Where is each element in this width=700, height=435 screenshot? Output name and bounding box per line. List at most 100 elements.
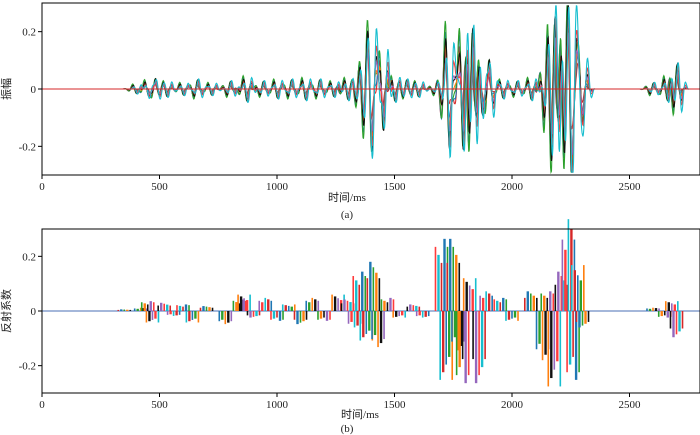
reflection-spike: [452, 246, 455, 311]
reflection-spike: [261, 302, 264, 311]
reflection-spike: [394, 311, 398, 317]
reflection-spike: [449, 238, 452, 311]
reflection-spike: [368, 311, 371, 331]
reflection-spike: [570, 265, 573, 311]
reflection-spike: [541, 311, 544, 361]
reflection-spike: [463, 311, 465, 342]
reflection-spike: [157, 305, 159, 311]
reflection-spike: [194, 311, 197, 319]
reflection-spike: [468, 285, 471, 311]
reflection-spike: [340, 303, 343, 311]
reflection-spike: [398, 311, 400, 317]
reflection-spike: [523, 297, 526, 311]
reflection-spike: [536, 297, 538, 311]
reflection-spike: [543, 295, 546, 311]
reflection-spike: [579, 280, 583, 311]
reflection-spike: [648, 308, 652, 311]
reflection-spike: [175, 311, 178, 316]
reflection-spike: [567, 219, 570, 311]
reflection-spike: [117, 309, 120, 311]
reflection-spike: [202, 306, 205, 311]
reflection-spike: [276, 311, 278, 318]
reflection-spike: [347, 311, 350, 324]
reflection-spike: [511, 311, 513, 319]
reflection-spike: [352, 276, 355, 311]
reflection-spike: [663, 311, 666, 316]
reflection-spike: [513, 311, 517, 318]
reflection-spike: [337, 298, 339, 311]
panel-b-ylabel: 反射系数: [0, 289, 13, 333]
reflection-spike: [163, 303, 165, 311]
reflection-spike: [445, 311, 447, 365]
panel-a-ylabel: 振幅: [0, 78, 13, 100]
reflection-spike: [457, 311, 459, 351]
reflection-spike: [421, 311, 424, 318]
reflection-spike: [467, 311, 470, 376]
reflection-spike: [191, 311, 194, 320]
reflection-spike: [458, 311, 461, 368]
panel-a-plot-area: [42, 5, 700, 175]
reflection-spike: [355, 280, 358, 311]
reflection-spike: [178, 311, 181, 315]
reflection-spike: [546, 297, 549, 311]
reflection-spike: [568, 311, 572, 365]
reflection-spike: [427, 311, 430, 317]
reflection-spike: [464, 311, 467, 384]
reflection-spike: [249, 311, 252, 318]
reflection-spike: [178, 305, 182, 311]
reflection-spike: [646, 308, 648, 311]
reflection-spike: [401, 311, 404, 316]
reflection-spike: [123, 309, 126, 311]
reflection-spike: [282, 311, 284, 320]
reflection-spike: [249, 294, 251, 311]
reflection-spike: [270, 311, 272, 320]
reflection-spike: [505, 311, 507, 321]
reflection-spike: [678, 311, 681, 332]
panel-a-xtick-label: 0: [39, 181, 45, 193]
reflection-spike: [143, 303, 146, 311]
reflection-spike: [255, 311, 258, 317]
panel-b-plot-area: [42, 219, 700, 387]
reflection-spike: [184, 304, 188, 311]
reflection-spike: [378, 278, 381, 311]
reflection-spike: [487, 293, 491, 311]
reflection-spike: [572, 311, 574, 357]
reflection-spike: [652, 307, 654, 311]
reflection-spike: [666, 311, 669, 318]
reflection-spike: [446, 262, 449, 311]
reflection-spike: [392, 311, 394, 318]
reflection-spike: [235, 302, 238, 311]
reflection-spike: [481, 297, 485, 311]
reflection-spike: [538, 311, 541, 344]
reflection-spike: [493, 299, 496, 311]
reflection-spike: [333, 296, 337, 311]
reflection-spike: [380, 299, 383, 311]
reflection-spike: [227, 311, 230, 323]
reflection-spike: [221, 311, 224, 320]
panel-b-xtick-label: 500: [151, 399, 168, 411]
reflection-spike: [386, 302, 389, 311]
reflection-spike: [485, 291, 487, 311]
reflection-spike: [154, 311, 157, 319]
reflection-spike: [305, 300, 308, 311]
reflection-spike: [246, 311, 249, 316]
reflection-spike: [379, 311, 383, 344]
reflection-spike: [415, 305, 418, 311]
reflection-spike: [243, 298, 245, 311]
reflection-spike: [530, 293, 532, 311]
reflection-spike: [532, 295, 536, 311]
reflection-spike: [166, 311, 169, 315]
reflection-spike: [561, 239, 564, 311]
reflection-spike: [230, 311, 233, 322]
reflection-spike: [455, 254, 458, 311]
reflection-spike: [660, 311, 663, 317]
reflection-spike: [406, 306, 409, 311]
reflection-spike: [547, 311, 550, 387]
panel-a-xlabel: 时间/ms: [328, 191, 366, 204]
reflection-spike: [573, 270, 576, 311]
reflection-spike: [169, 305, 172, 311]
reflection-spike: [267, 299, 270, 311]
reflection-spike: [120, 309, 123, 311]
reflection-spike: [677, 301, 679, 311]
reflection-spike: [353, 311, 356, 328]
